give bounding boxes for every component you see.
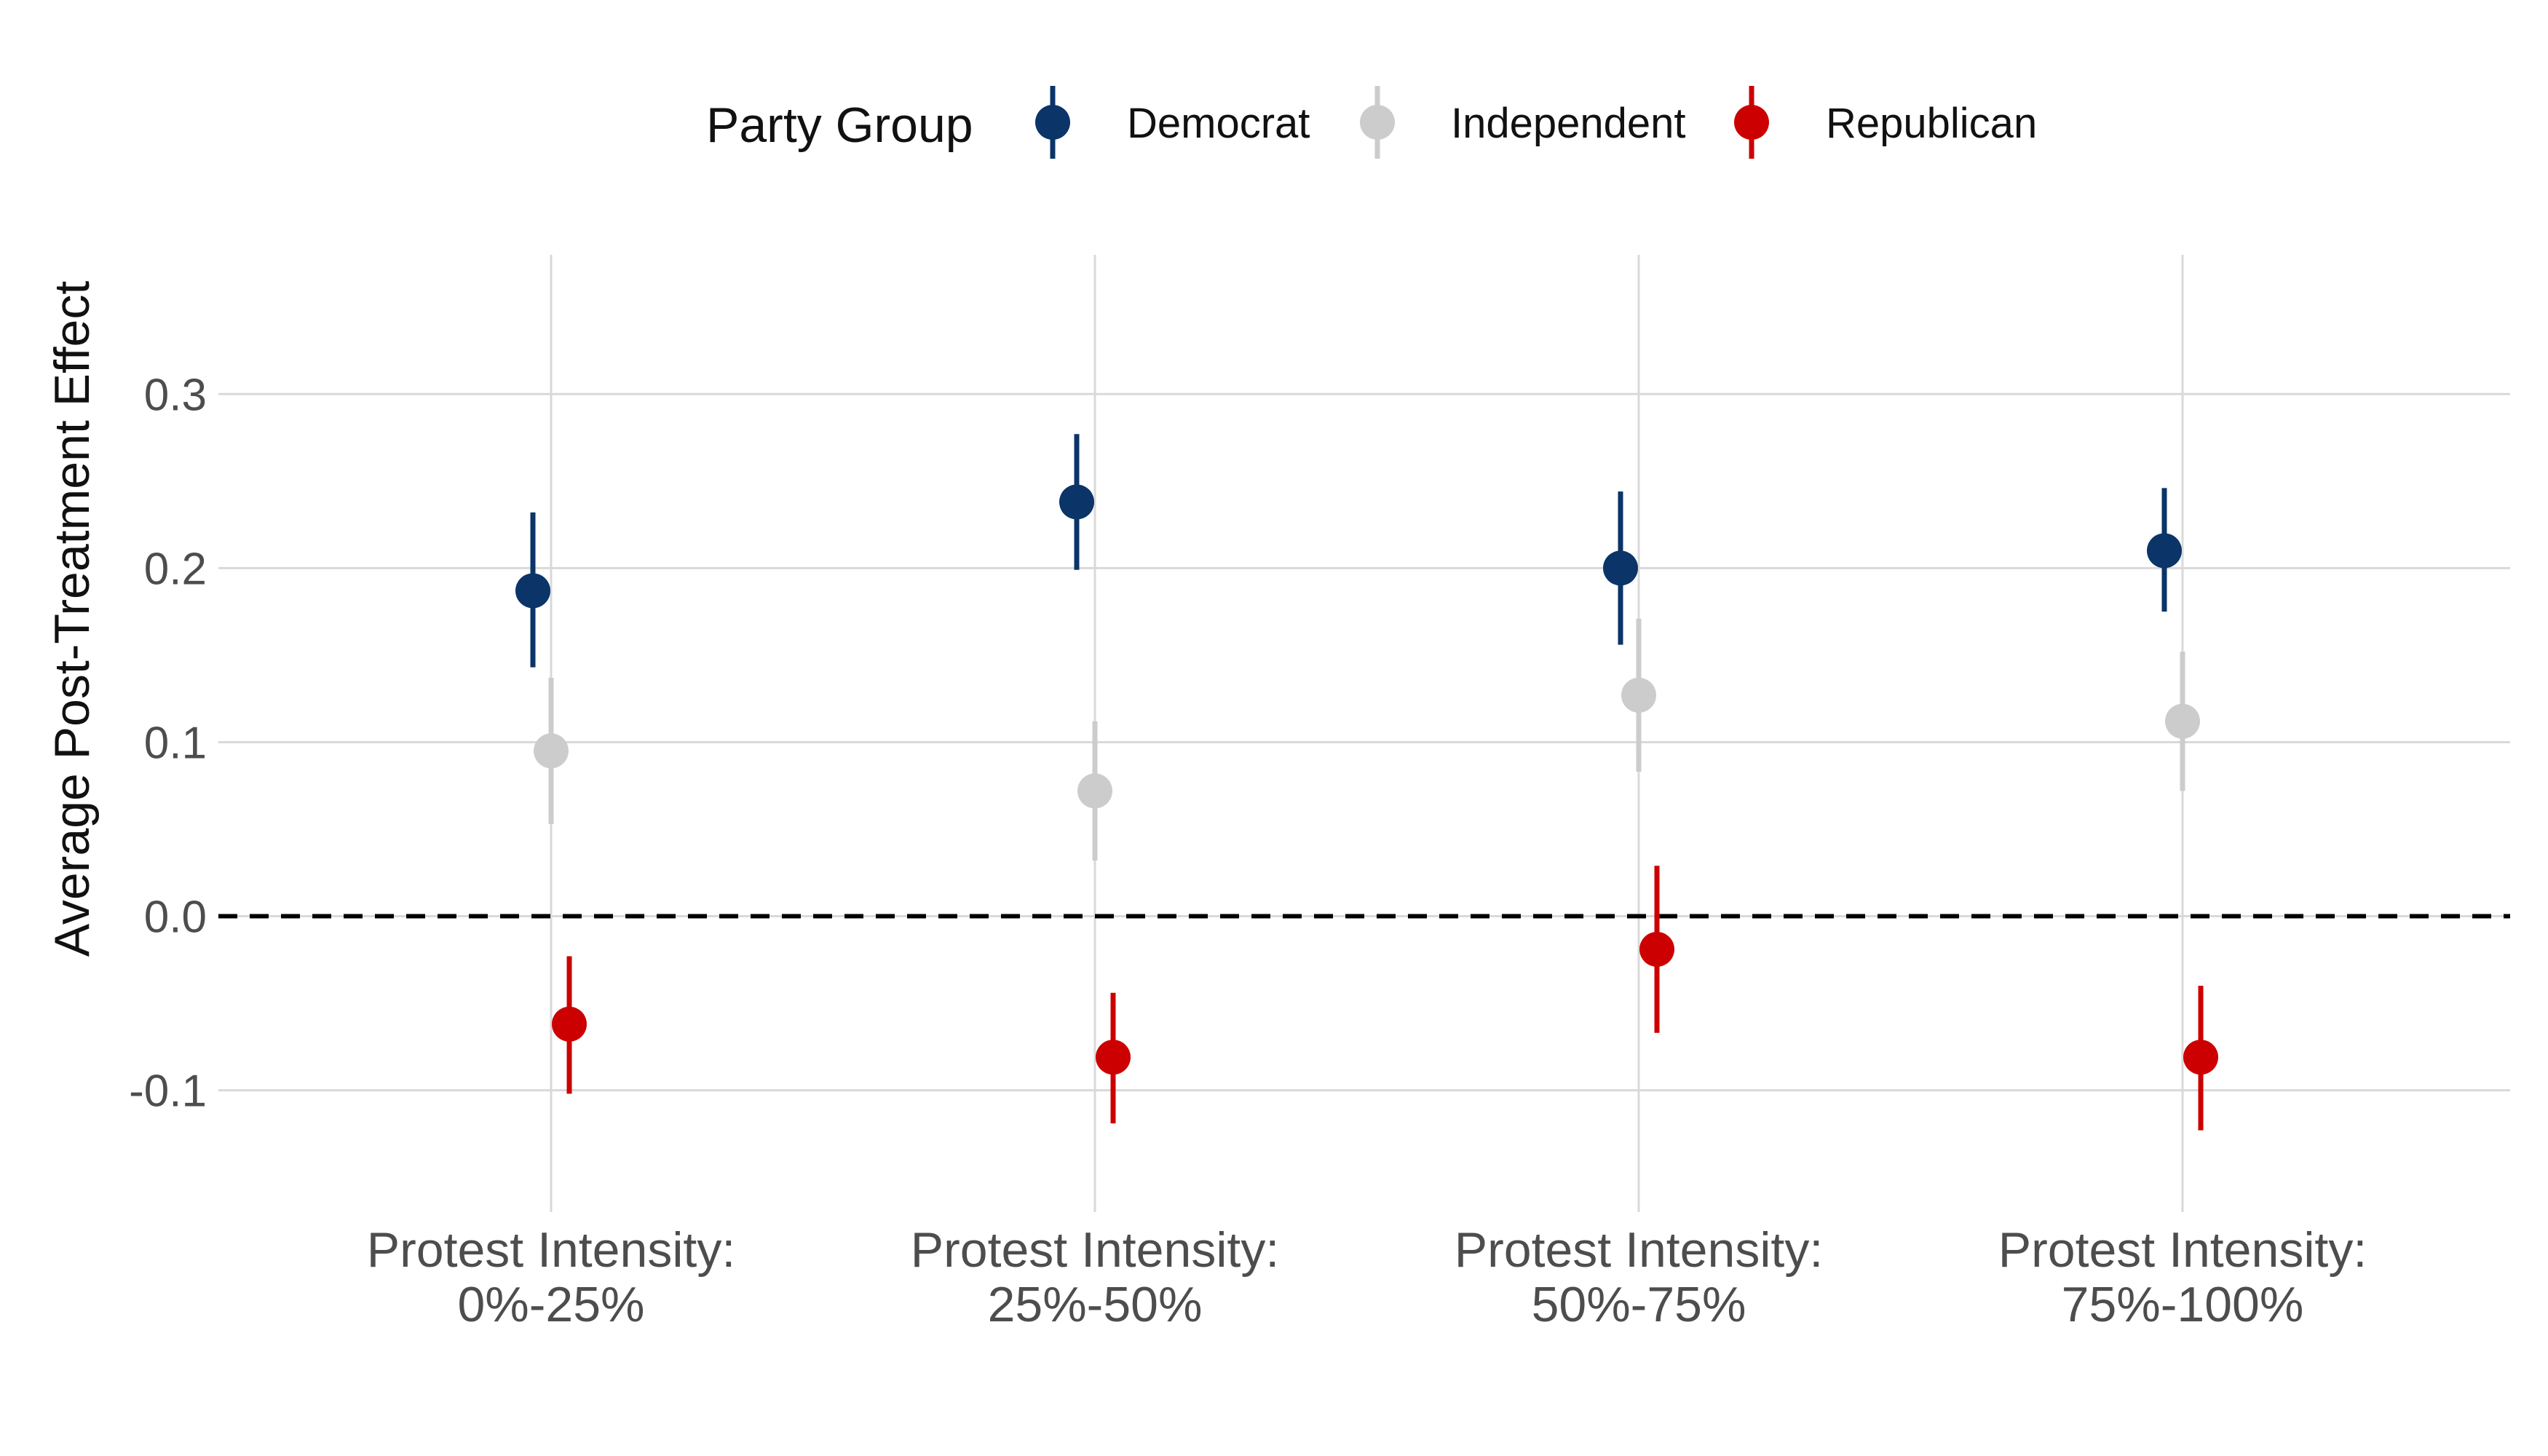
x-tick-label: Protest Intensity: 75%-100% [1998,1222,2367,1332]
x-tick-label-line: Protest Intensity: [367,1222,735,1278]
point-republican [1096,1040,1131,1075]
legend-label-democrat: Democrat [1127,100,1310,147]
point-democrat [515,573,550,609]
x-tick-label: Protest Intensity: 50%-75% [1455,1222,1823,1332]
legend-label-republican: Republican [1826,100,2037,147]
legend-key-point-democrat [1035,105,1070,140]
x-tick-label: Protest Intensity: 25%-50% [911,1222,1279,1332]
point-independent [534,733,569,769]
point-republican [1639,931,1674,967]
point-democrat [1603,550,1638,586]
legend-items: Democrat Independent Republican [1035,86,2037,159]
x-tick-label-line: 25%-50% [988,1277,1203,1332]
point-independent [1621,677,1656,713]
point-republican [552,1006,587,1042]
y-tick-label: 0.1 [144,718,207,768]
point-democrat [1059,484,1094,520]
x-tick-label-line: 0%-25% [457,1277,644,1332]
legend-key-point-republican [1734,105,1769,140]
grid-layer [218,255,2510,1212]
point-independent [2165,703,2200,739]
y-tick-label: 0.2 [144,544,207,594]
legend-label-independent: Independent [1451,100,1686,147]
y-axis-label: Average Post-Treatment Effect [44,281,100,957]
legend-key-point-independent [1360,105,1395,140]
x-tick-label-line: Protest Intensity: [1455,1222,1823,1278]
y-tick-label: 0.3 [144,370,207,420]
legend-title: Party Group [706,98,973,153]
x-tick-label-line: 75%-100% [2062,1277,2304,1332]
x-tick-label-line: 50%-75% [1532,1277,1746,1332]
legend: Party Group Democrat Independent Republica… [706,86,2037,159]
point-independent [1077,773,1112,809]
point-democrat [2147,533,2182,569]
x-tick-labels: Protest Intensity: 0%-25%Protest Intensit… [367,1222,2367,1332]
y-tick-labels: -0.1 0.0 0.1 0.2 0.3 [129,370,207,1116]
x-tick-label: Protest Intensity: 0%-25% [367,1222,735,1332]
x-tick-label-line: Protest Intensity: [911,1222,1279,1278]
marks-layer [515,434,2218,1131]
x-tick-label-line: Protest Intensity: [1998,1222,2367,1278]
y-tick-label: -0.1 [129,1067,207,1117]
point-republican [2183,1040,2218,1075]
y-tick-label: 0.0 [144,893,207,943]
